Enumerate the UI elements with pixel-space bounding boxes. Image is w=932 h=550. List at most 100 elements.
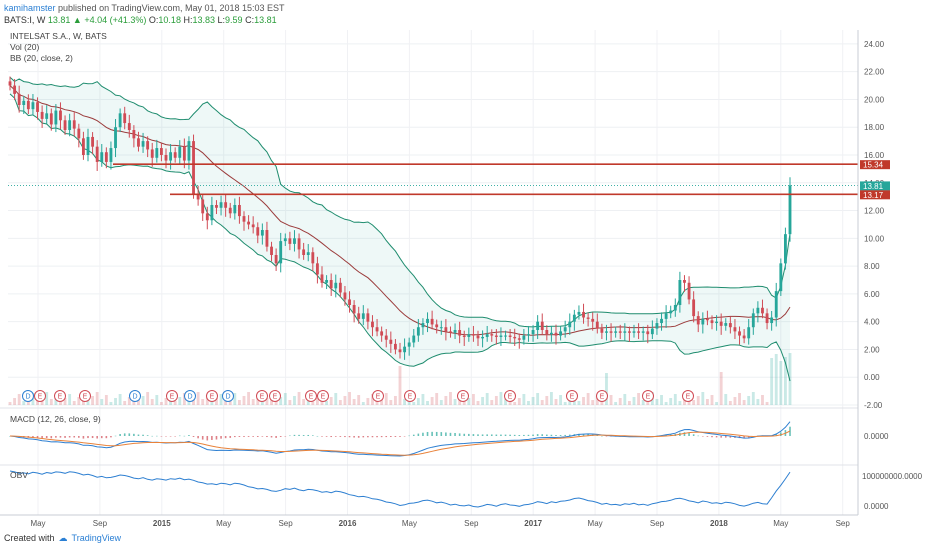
macd-histogram-bar [252, 436, 254, 437]
volume-bar [779, 361, 783, 405]
volume-bar [595, 396, 599, 405]
macd-histogram-bar [688, 432, 690, 436]
volume-bar [751, 392, 755, 405]
legend-obv: OBV [10, 470, 28, 480]
macd-histogram-bar [683, 432, 686, 436]
created-with-label: Created with [4, 533, 55, 543]
candle-body [540, 321, 544, 330]
event-marker [642, 390, 654, 402]
candle-body [738, 331, 741, 336]
macd-histogram-bar [587, 434, 589, 436]
volume-bar [444, 396, 448, 405]
candle-body [650, 328, 654, 335]
macd-histogram-bar [412, 434, 415, 436]
candle-body [609, 331, 613, 333]
candle-body [375, 327, 379, 332]
volume-bar [774, 354, 778, 405]
event-marker [22, 390, 34, 402]
candle-body [59, 110, 62, 121]
volume-bar [563, 402, 567, 405]
event-marker [129, 390, 141, 402]
volume-bar [205, 395, 209, 405]
close-label: C: [245, 15, 255, 25]
volume-bar [701, 392, 705, 405]
volume-bar [36, 400, 39, 405]
candle-body [568, 321, 572, 328]
candle-body [182, 146, 186, 161]
volume-bar [338, 400, 342, 405]
volume-bar [265, 398, 269, 405]
candle-body [788, 185, 792, 235]
volume-bar [357, 395, 361, 405]
volume-bar [375, 401, 379, 405]
volume-bar [719, 372, 723, 405]
volume-bar [311, 402, 315, 405]
volume-bar [178, 397, 182, 405]
candle-body [334, 282, 338, 289]
candle-body [389, 339, 393, 344]
y-tick-label: 8.00 [864, 262, 880, 271]
candle-body [669, 310, 673, 314]
volume-bar [632, 397, 636, 405]
low-value: 9.59 [225, 15, 243, 25]
macd-histogram-bar [41, 436, 43, 439]
macd-histogram-bar [339, 436, 342, 437]
volume-bar [476, 401, 480, 405]
volume-bar [141, 396, 145, 405]
event-marker-label: E [170, 394, 175, 401]
macd-histogram-bar [256, 436, 259, 437]
candle-body [17, 93, 21, 105]
volume-bar [109, 402, 113, 405]
macd-histogram-bar [215, 436, 218, 440]
candle-body [371, 321, 374, 328]
candle-body [315, 263, 319, 275]
volume-bar [215, 398, 218, 405]
macd-histogram-bar [68, 436, 71, 438]
volume-bar [770, 358, 774, 405]
candle-body [632, 331, 636, 333]
macd-histogram-bar [458, 433, 461, 436]
event-marker [184, 390, 196, 402]
volume-bar [288, 400, 292, 405]
volume-bar [540, 400, 544, 405]
publish-header: kamihamster published on TradingView.com… [4, 3, 285, 13]
y-tick-label: -2.00 [864, 401, 883, 410]
macd-histogram-bar [183, 435, 186, 437]
candle-body [527, 334, 530, 336]
macd-histogram-bar [55, 436, 57, 438]
candle-body [696, 316, 700, 325]
volume-bar [371, 394, 374, 405]
volume-bar [449, 392, 452, 405]
up-arrow-icon: ▲ [72, 15, 82, 25]
macd-histogram-bar [546, 434, 548, 436]
candle-body [205, 213, 209, 221]
macd-histogram-bar [178, 435, 181, 437]
candle-body [774, 291, 778, 318]
macd-histogram-bar [445, 432, 447, 436]
open-label: O: [148, 15, 159, 25]
candle-body [91, 136, 95, 147]
macd-histogram-bar [724, 436, 727, 438]
volume-bar [522, 394, 526, 405]
macd-histogram-bar [316, 435, 319, 437]
event-marker [269, 390, 281, 402]
candle-body [572, 314, 576, 322]
candle-body [118, 113, 122, 128]
candle-body [343, 292, 347, 300]
candle-body [499, 335, 503, 337]
volume-bar [182, 393, 186, 405]
macd-histogram-bar [385, 436, 388, 438]
macd-histogram-bar [527, 434, 530, 436]
volume-bar [462, 402, 466, 405]
author-link[interactable]: kamihamster [4, 3, 56, 13]
event-marker-label: D [225, 394, 230, 401]
tradingview-brand[interactable]: TradingView [71, 533, 122, 543]
candle-body [325, 280, 329, 283]
macd-histogram-bar [169, 436, 172, 437]
last-price: 13.81 [47, 15, 71, 25]
macd-histogram-bar [720, 436, 722, 438]
event-marker-label: E [461, 394, 466, 401]
candle-body [536, 321, 540, 330]
grid [8, 30, 858, 515]
